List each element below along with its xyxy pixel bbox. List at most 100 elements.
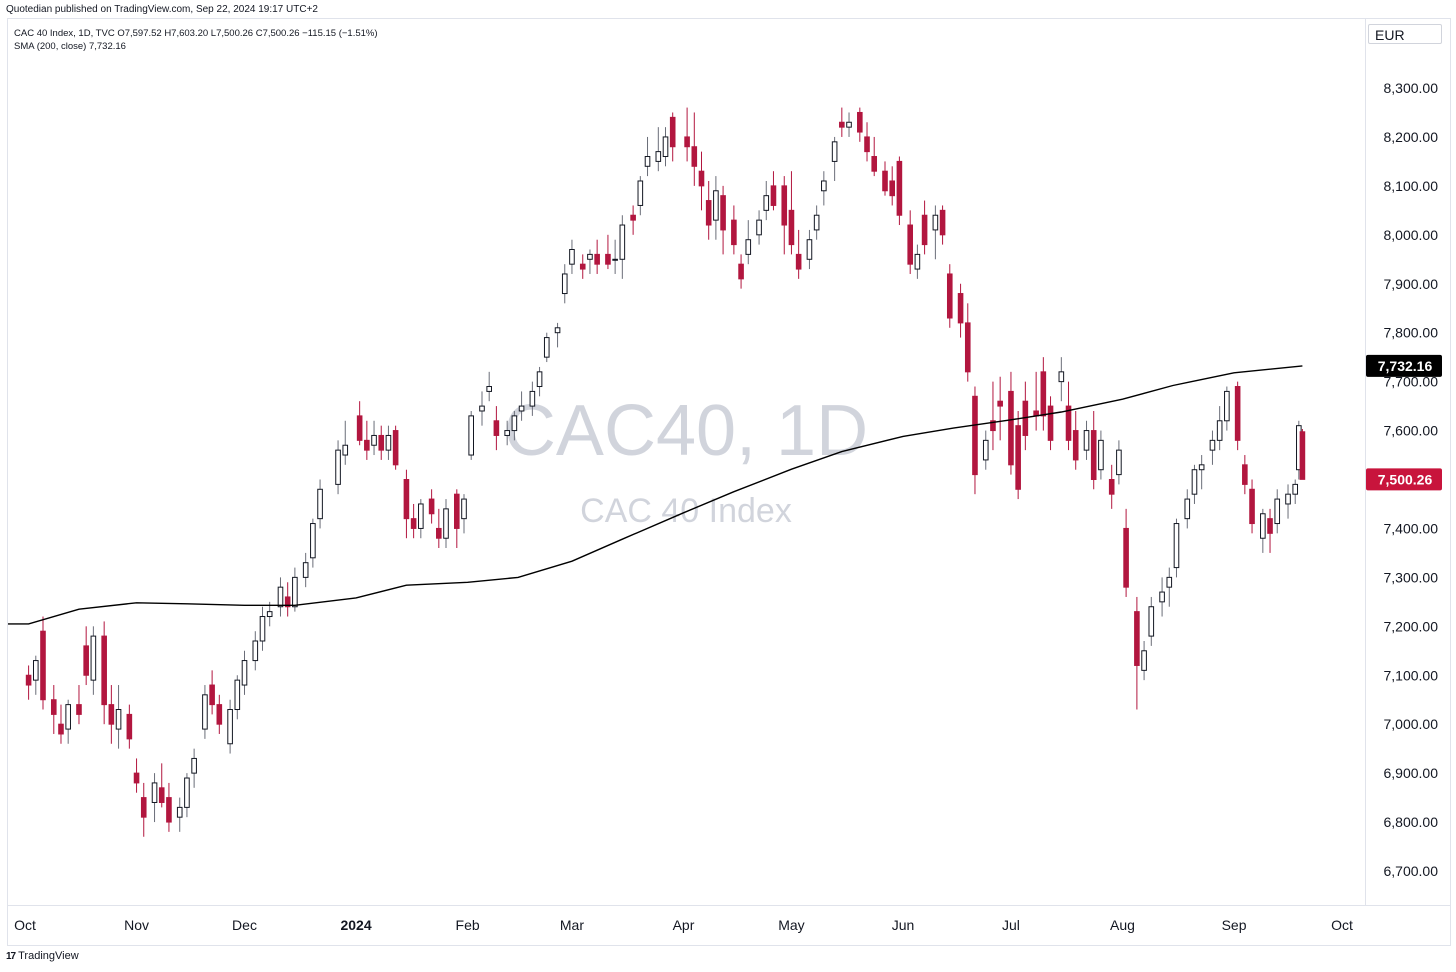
tradingview-brand: TradingView — [18, 950, 79, 962]
candle-down — [691, 112, 698, 186]
candle-down — [882, 161, 888, 196]
candle-down — [1134, 596, 1140, 710]
tradingview-footer: 17 TradingView — [6, 950, 79, 962]
candle-down — [108, 685, 115, 744]
candle-up — [518, 391, 525, 421]
last-price-tag: 7,500.26 — [1366, 468, 1442, 491]
candle-down — [410, 503, 417, 539]
candle-down — [839, 107, 845, 137]
plot-frame — [7, 18, 1451, 946]
candle-up — [479, 391, 485, 426]
candle-up — [1148, 596, 1155, 646]
candle-up — [1224, 386, 1230, 431]
candle-up — [821, 171, 827, 206]
candle-up — [90, 626, 97, 695]
candle-down — [25, 665, 32, 700]
candle-up — [644, 136, 651, 177]
x-tick-label: Sep — [1222, 917, 1247, 933]
candle-up — [619, 215, 626, 279]
candle-down — [605, 234, 611, 270]
candle-down — [795, 229, 802, 279]
candle-down — [1015, 410, 1021, 500]
candle-down — [1242, 455, 1248, 495]
candle-up — [65, 699, 71, 744]
candle-up — [831, 136, 838, 181]
sma-price-tag-label: 7,732.16 — [1378, 358, 1433, 374]
candle-down — [284, 582, 291, 617]
candle-down — [669, 112, 676, 162]
x-tick-label: Oct — [14, 917, 36, 933]
candle-down — [1234, 381, 1241, 451]
candle-up — [1098, 430, 1104, 480]
x-tick-label: Dec — [232, 917, 257, 933]
candle-down — [788, 171, 795, 255]
candle-up — [745, 220, 752, 265]
x-tick-label: Jun — [892, 917, 915, 933]
candle-up — [1209, 430, 1216, 465]
candle-down — [140, 782, 147, 837]
y-tick-label: 7,000.00 — [1384, 716, 1439, 732]
candle-down — [1040, 357, 1047, 431]
candle-up — [713, 176, 719, 240]
candle-up — [461, 494, 467, 534]
candle-up — [310, 518, 316, 568]
candle-up — [1260, 508, 1266, 553]
candle-up — [1058, 357, 1065, 402]
y-tick-label: 6,800.00 — [1384, 814, 1439, 830]
candlestick-series — [25, 107, 1306, 837]
x-tick-label: Mar — [560, 917, 584, 933]
candle-down — [1008, 371, 1014, 475]
candle-down — [720, 185, 726, 255]
candle-down — [101, 621, 107, 725]
price-axis[interactable]: 6,700.00 6,800.00 6,900.00 7,000.00 7,100.00… — [1384, 80, 1439, 879]
candle-up — [443, 499, 449, 549]
currency-selector[interactable]: EUR — [1368, 24, 1442, 44]
candle-up — [385, 425, 392, 460]
watermark-symbol: CAC40, 1D — [504, 391, 868, 471]
chart-legend: CAC 40 Index, 1D, TVC O7,597.52 H7,603.2… — [14, 27, 378, 53]
candle-up — [335, 440, 341, 495]
x-tick-label: Nov — [124, 917, 149, 933]
candle-up — [543, 332, 550, 363]
candle-down — [864, 122, 870, 162]
y-tick-label: 7,600.00 — [1384, 423, 1439, 439]
candle-up — [1116, 440, 1122, 485]
candle-down — [896, 156, 903, 226]
candle-up — [1216, 406, 1223, 451]
candle-down — [939, 205, 946, 245]
candle-up — [756, 210, 762, 245]
sma-legend-line[interactable]: SMA (200, close) 7,732.16 — [14, 41, 126, 52]
candle-down — [972, 386, 978, 495]
candle-down — [990, 381, 996, 451]
y-tick-label: 7,400.00 — [1384, 520, 1439, 536]
candle-up — [302, 552, 309, 588]
candle-down — [454, 489, 460, 549]
y-tick-label: 7,700.00 — [1384, 374, 1439, 390]
candle-down — [698, 151, 705, 211]
candle-up — [259, 606, 266, 651]
candle-up — [371, 420, 377, 456]
candle-up — [662, 127, 669, 167]
candle-down — [1123, 508, 1129, 597]
candle-up — [1292, 479, 1299, 504]
x-tick-label: 2024 — [340, 917, 371, 933]
candle-down — [1108, 464, 1115, 509]
candle-up — [914, 244, 921, 279]
sma-200-line[interactable] — [8, 365, 1303, 625]
candle-up — [486, 371, 492, 402]
candle-down — [209, 670, 215, 715]
candle-down — [1249, 479, 1255, 534]
candle-down — [1267, 508, 1273, 553]
time-axis[interactable]: Oct Nov Dec 2024 Feb Mar Apr May Jun Jul Aug Sep Oct — [14, 917, 1353, 933]
candle-up — [202, 685, 208, 739]
candle-down — [50, 685, 57, 734]
candle-up — [1083, 420, 1090, 460]
symbol-legend-line[interactable]: CAC 40 Index, 1D, TVC O7,597.52 H7,603.2… — [14, 28, 378, 39]
candle-up — [1274, 489, 1281, 534]
x-tick-label: Feb — [456, 917, 480, 933]
candle-down — [871, 136, 878, 177]
candle-up — [277, 577, 284, 617]
candle-down — [493, 406, 500, 451]
candle-down — [166, 782, 172, 832]
